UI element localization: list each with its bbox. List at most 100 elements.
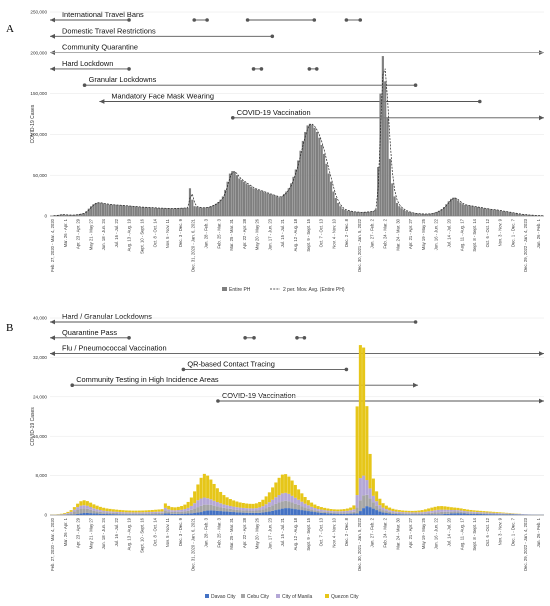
bar-segment: [410, 512, 414, 514]
bar-segment: [228, 505, 232, 509]
bar-segment: [466, 513, 470, 515]
bar-segment: [82, 508, 86, 514]
bar-entire-ph: [127, 205, 130, 216]
legend-swatch: [325, 594, 329, 598]
x-tick-label: Mar. 26 - Apr. 1: [63, 218, 68, 247]
bar-segment: [245, 510, 249, 513]
bar-segment: [323, 507, 327, 511]
bar-segment: [235, 512, 239, 515]
x-tick-label: May 20 - May 26: [255, 517, 260, 549]
bar-segment: [475, 510, 479, 513]
bar-segment: [72, 507, 76, 510]
bar-entire-ph: [395, 202, 399, 216]
bar-segment: [108, 511, 112, 513]
bar-segment: [186, 510, 190, 514]
segment-end-dot: [259, 67, 264, 71]
segment-end-dot: [358, 18, 363, 22]
bar-segment: [479, 512, 483, 514]
bar-segment: [274, 482, 278, 498]
bar-segment: [92, 513, 96, 515]
bar-segment: [131, 510, 135, 513]
legend-label: Quezon City: [331, 594, 359, 600]
bar-segment: [196, 500, 200, 508]
x-tick-label: Feb. 24 - Mar. 2: [383, 218, 388, 248]
bar-entire-ph: [210, 206, 213, 216]
bar-segment: [157, 509, 161, 512]
bar-segment: [475, 512, 479, 513]
bar-segment: [196, 512, 200, 515]
bar-entire-ph: [525, 214, 528, 216]
bar-segment: [404, 514, 408, 515]
bar-segment: [287, 508, 291, 515]
bar-segment: [297, 509, 301, 515]
bar-segment: [293, 484, 297, 498]
bar-segment: [215, 488, 219, 503]
bar-entire-ph: [158, 208, 161, 216]
bar-entire-ph: [141, 207, 144, 216]
x-tick-label: Apr. 22 - Apr. 28: [242, 517, 247, 548]
intervention-label: COVID-19 Vaccination: [237, 108, 311, 117]
bar-segment: [378, 505, 382, 509]
bar-segment: [141, 514, 145, 515]
bar-segment: [485, 513, 489, 515]
bar-entire-ph: [360, 212, 363, 216]
bar-segment: [479, 513, 483, 515]
bar-segment: [436, 512, 440, 515]
bar-segment: [339, 511, 343, 513]
bar-segment: [397, 511, 401, 513]
bar-entire-ph: [337, 202, 340, 216]
bar-segment: [163, 503, 167, 508]
bar-segment: [157, 512, 161, 515]
x-tick-label: Sept. 9 - Sept. 15: [306, 517, 311, 550]
bar-segment: [137, 510, 141, 513]
bar-entire-ph: [410, 212, 413, 216]
bar-entire-ph: [278, 197, 281, 216]
bar-segment: [277, 509, 281, 515]
bar-segment: [180, 506, 184, 510]
bar-segment: [482, 512, 486, 514]
bar-segment: [501, 513, 505, 515]
bar-entire-ph: [518, 213, 521, 216]
bar-segment: [167, 509, 171, 512]
bar-segment: [410, 510, 414, 513]
bar-segment: [235, 501, 239, 508]
bar-segment: [319, 507, 323, 510]
bar-entire-ph: [94, 202, 97, 216]
bar-segment: [89, 502, 93, 507]
x-tick-label: Dec. 1 - Dec. 7: [510, 218, 515, 247]
bar-segment: [209, 510, 213, 515]
segment-end-dot: [127, 67, 131, 71]
bar-segment: [222, 495, 226, 505]
bar-segment: [310, 509, 314, 512]
bar-entire-ph: [325, 163, 328, 216]
bar-segment: [274, 510, 278, 515]
bar-segment: [241, 502, 245, 508]
x-tick-label: Feb. 27, 2020 - Mar. 4, 2020: [50, 517, 55, 571]
bar-segment: [173, 511, 177, 514]
bar-entire-ph: [478, 207, 481, 216]
bar-segment: [186, 513, 190, 515]
x-tick-label: Sept. 8 - Sept. 14: [472, 218, 477, 251]
bar-segment: [284, 508, 288, 515]
bar-segment: [466, 512, 470, 514]
bar-segment: [329, 509, 333, 511]
bar-entire-ph: [339, 206, 342, 216]
bar-entire-ph: [137, 206, 140, 216]
bar-entire-ph: [379, 93, 382, 216]
bar-segment: [326, 508, 330, 511]
x-tick-label: May 20 - May 26: [255, 218, 260, 250]
bar-segment: [498, 513, 502, 515]
bar-entire-ph: [83, 213, 86, 216]
bar-segment: [462, 510, 466, 513]
bar-segment: [160, 511, 164, 513]
bar-entire-ph: [497, 210, 500, 216]
bar-entire-ph: [424, 213, 427, 216]
bar-segment: [202, 473, 206, 498]
bar-segment: [293, 509, 297, 515]
bar-segment: [89, 513, 93, 515]
legend: Entire PH 2 per. Mov. Avg. (Entire PH): [222, 287, 345, 293]
x-tick-label: Jan. 28 - Feb. 3: [203, 218, 208, 248]
bar-entire-ph: [450, 198, 453, 216]
bar-segment: [280, 493, 284, 502]
bar-segment: [394, 514, 398, 515]
